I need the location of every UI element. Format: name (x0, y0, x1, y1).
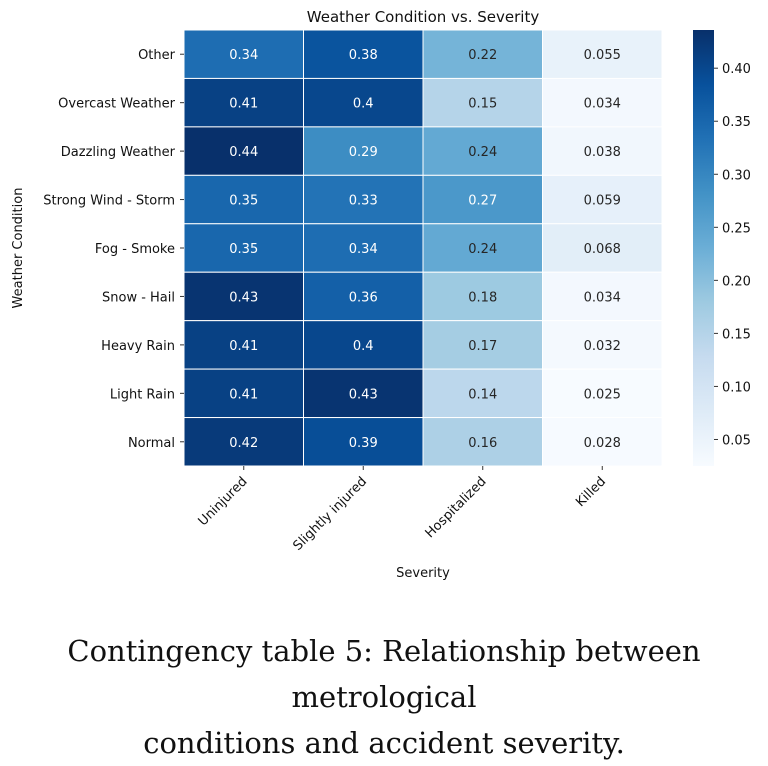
heatmap-cell (303, 223, 424, 273)
colorbar-tick-label: 0.30 (722, 168, 751, 183)
cell-value-label: 0.36 (349, 290, 378, 305)
cell-value-label: 0.24 (468, 145, 497, 160)
cell-value-label: 0.4 (353, 97, 374, 112)
cell-value-label: 0.034 (584, 290, 621, 305)
cell-value-label: 0.034 (584, 97, 621, 112)
colorbar-tick-label: 0.10 (722, 380, 751, 395)
y-tick-label: Heavy Rain (101, 339, 175, 354)
heatmap-cell (542, 126, 663, 176)
cell-value-label: 0.025 (584, 387, 621, 402)
x-tick-label: Hospitalized (423, 474, 490, 541)
cell-value-label: 0.032 (584, 339, 621, 354)
heatmap-cell (542, 271, 663, 322)
y-tick-label: Light Rain (110, 387, 175, 402)
heatmap-chart: Weather Condition vs. Severity Severity … (11, 8, 751, 581)
heatmap-cell (303, 29, 424, 79)
heatmap-cell (422, 368, 543, 419)
heatmap-cell (303, 271, 424, 322)
cell-value-label: 0.41 (229, 387, 258, 402)
colorbar-tick-label: 0.35 (722, 115, 751, 130)
heatmap-cell (422, 29, 543, 79)
cell-value-label: 0.35 (229, 242, 258, 257)
heatmap-cell (542, 223, 663, 273)
y-tick-label: Other (138, 48, 176, 63)
cell-value-label: 0.14 (468, 387, 497, 402)
cell-value-label: 0.35 (229, 194, 258, 209)
cell-value-label: 0.42 (229, 436, 258, 451)
x-tick-label: Uninjured (196, 474, 251, 529)
figure-caption: Contingency table 5: Relationship betwee… (0, 628, 768, 766)
heatmap-cell (183, 368, 304, 419)
cell-value-label: 0.43 (349, 387, 378, 402)
cell-value-label: 0.38 (349, 48, 378, 63)
x-axis-label: Severity (396, 566, 450, 581)
heatmap-cell (422, 417, 543, 467)
x-tick-label: Killed (573, 474, 609, 510)
cell-value-label: 0.44 (229, 145, 258, 160)
cell-value-label: 0.17 (468, 339, 497, 354)
cell-value-label: 0.39 (349, 436, 378, 451)
cell-value-label: 0.4 (353, 339, 374, 354)
cell-value-label: 0.34 (349, 242, 378, 257)
heatmap-cell (542, 320, 663, 370)
colorbar (693, 30, 714, 466)
colorbar-tick-label: 0.15 (722, 327, 751, 342)
caption-line-2: conditions and accident severity. (143, 726, 625, 760)
heatmap-cell (542, 417, 663, 467)
heatmap-cell (303, 77, 424, 128)
cell-value-label: 0.24 (468, 242, 497, 257)
y-tick-label: Fog - Smoke (95, 242, 175, 257)
heatmap-cell (422, 320, 543, 370)
caption-line-1: Contingency table 5: Relationship betwee… (67, 634, 701, 714)
cell-value-label: 0.41 (229, 97, 258, 112)
y-tick-label: Snow - Hail (102, 290, 175, 305)
heatmap-cell (542, 29, 663, 79)
heatmap-cell (422, 223, 543, 273)
heatmap-cell (183, 271, 304, 322)
cell-value-label: 0.028 (584, 436, 621, 451)
cell-value-label: 0.068 (584, 242, 621, 257)
y-axis-label: Weather Condition (11, 188, 26, 309)
cell-value-label: 0.29 (349, 145, 378, 160)
heatmap-cell (303, 126, 424, 176)
cell-value-label: 0.22 (468, 48, 497, 63)
cell-value-label: 0.43 (229, 290, 258, 305)
heatmap-cell (183, 29, 304, 79)
cell-value-label: 0.33 (349, 194, 378, 209)
chart-title: Weather Condition vs. Severity (307, 8, 540, 26)
heatmap-cell (422, 271, 543, 322)
cell-value-label: 0.27 (468, 194, 497, 209)
y-tick-label: Strong Wind - Storm (43, 194, 175, 209)
heatmap-cell (542, 77, 663, 128)
cell-value-label: 0.41 (229, 339, 258, 354)
x-tick-label: Slightly injured (291, 474, 371, 554)
cell-value-label: 0.055 (584, 48, 621, 63)
cell-value-label: 0.038 (584, 145, 621, 160)
colorbar-tick-label: 0.25 (722, 221, 751, 236)
heatmap-cell (542, 174, 663, 225)
heatmap-cell (303, 174, 424, 225)
y-tick-label: Dazzling Weather (61, 145, 176, 160)
y-tick-label: Overcast Weather (58, 97, 175, 112)
colorbar-tick-label: 0.40 (722, 62, 751, 77)
cell-value-label: 0.15 (468, 97, 497, 112)
colorbar-tick-label: 0.05 (722, 433, 751, 448)
colorbar-tick-label: 0.20 (722, 274, 751, 289)
cell-value-label: 0.16 (468, 436, 497, 451)
cell-value-label: 0.34 (229, 48, 258, 63)
heatmap-cell (183, 320, 304, 370)
cell-value-label: 0.18 (468, 290, 497, 305)
cell-value-label: 0.059 (584, 194, 621, 209)
y-tick-label: Normal (128, 436, 175, 451)
